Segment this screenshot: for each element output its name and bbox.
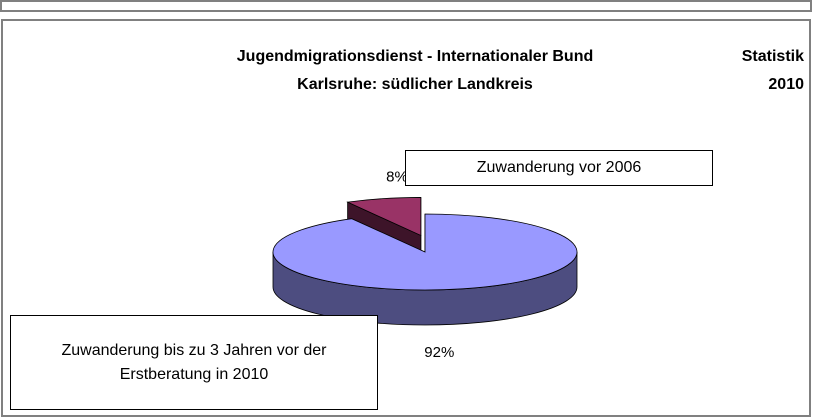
slice (272, 213, 578, 291)
chart-title: Karlsruhe: südlicher Landkreis (297, 76, 533, 93)
chart-title: Jugendmigrationsdienst - Internationaler… (237, 48, 593, 65)
category-label: Zuwanderung vor 2006 (405, 150, 713, 186)
data-label: 8% (386, 168, 408, 185)
data-label: 92% (424, 344, 454, 361)
annotation: 2010 (768, 76, 804, 93)
category-label: Zuwanderung bis zu 3 Jahren vor der Erst… (10, 315, 378, 410)
annotation: Statistik (742, 48, 804, 65)
pie: 8% 92% (272, 168, 578, 361)
top-strip (0, 0, 812, 12)
slice (346, 197, 422, 237)
